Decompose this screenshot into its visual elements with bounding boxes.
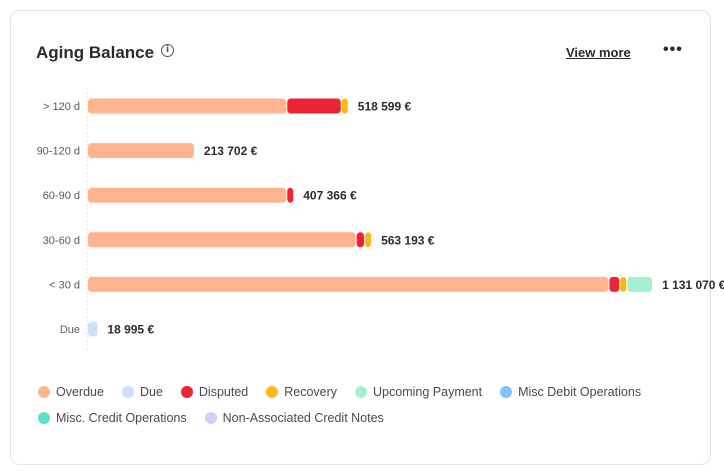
legend-item-disputed[interactable]: Disputed bbox=[180, 385, 249, 399]
view-more-link[interactable]: View more bbox=[566, 45, 631, 60]
legend-label: Due bbox=[139, 385, 163, 399]
more-options-icon[interactable]: ••• bbox=[663, 41, 683, 58]
legend-label: Upcoming Payment bbox=[373, 385, 483, 399]
legend-label: Recovery bbox=[284, 385, 338, 399]
legend-dot bbox=[204, 412, 217, 424]
legend-label: Disputed bbox=[198, 385, 249, 399]
aging-balance-chart: > 120 d 518 599 € 90-120 d 213 702 € 60-90 d… bbox=[37, 88, 724, 352]
bar-recovery-4[interactable] bbox=[620, 276, 627, 292]
legend-dot bbox=[355, 386, 368, 398]
y-tick-label: > 120 d bbox=[43, 101, 80, 113]
bar-recovery-3[interactable] bbox=[365, 232, 372, 248]
bar-overdue-0[interactable] bbox=[88, 98, 287, 114]
bar-upcoming-payment-4[interactable] bbox=[627, 276, 653, 292]
y-tick-label: Due bbox=[60, 324, 80, 336]
legend-item-recovery[interactable]: Recovery bbox=[266, 385, 337, 399]
legend-label: Overdue bbox=[56, 385, 104, 399]
legend-label: Misc Debit Operations bbox=[518, 385, 642, 399]
legend-dot bbox=[121, 386, 134, 398]
y-tick-label: 30-60 d bbox=[43, 235, 80, 247]
legend-label: Misc. Credit Operations bbox=[56, 411, 187, 425]
legend-item-due[interactable]: Due bbox=[121, 385, 163, 399]
bar-total-label: 518 599 € bbox=[358, 100, 412, 114]
bar-disputed-4[interactable] bbox=[609, 276, 620, 292]
bar-total-label: 407 366 € bbox=[303, 189, 357, 203]
chart-legend: Overdue Due Disputed Recovery Upcoming Payme… bbox=[38, 380, 698, 432]
info-icon[interactable]: i bbox=[161, 44, 174, 57]
legend-dot bbox=[180, 386, 193, 398]
legend-item-misc-credit-operations[interactable]: Misc. Credit Operations bbox=[38, 411, 187, 425]
y-tick-label: 90-120 d bbox=[37, 146, 80, 158]
legend-item-misc-debit-operations[interactable]: Misc Debit Operations bbox=[500, 385, 641, 399]
legend-row-2: Misc. Credit Operations Non-Associated Cr… bbox=[38, 406, 698, 430]
bar-total-label: 18 995 € bbox=[107, 323, 154, 337]
legend-label: Non-Associated Credit Notes bbox=[222, 411, 384, 425]
legend-row-1: Overdue Due Disputed Recovery Upcoming Payme… bbox=[38, 380, 698, 404]
bar-overdue-2[interactable] bbox=[88, 187, 287, 203]
y-tick-label: < 30 d bbox=[49, 279, 80, 291]
legend-dot bbox=[266, 386, 279, 398]
legend-item-upcoming-payment[interactable]: Upcoming Payment bbox=[355, 385, 482, 399]
y-tick-label: 60-90 d bbox=[43, 190, 80, 202]
bar-due-5[interactable] bbox=[88, 321, 98, 337]
bar-recovery-0[interactable] bbox=[341, 98, 348, 114]
bar-disputed-0[interactable] bbox=[287, 98, 341, 114]
legend-dot bbox=[500, 386, 513, 398]
card-title: Aging Balance bbox=[36, 43, 155, 62]
legend-dot bbox=[38, 412, 50, 424]
bar-total-label: 213 702 € bbox=[204, 144, 258, 158]
legend-item-non-associated-credit-notes[interactable]: Non-Associated Credit Notes bbox=[204, 411, 384, 425]
bar-total-label: 563 193 € bbox=[381, 233, 435, 247]
bar-disputed-3[interactable] bbox=[356, 232, 365, 248]
bar-overdue-1[interactable] bbox=[88, 143, 194, 159]
bar-disputed-2[interactable] bbox=[287, 187, 294, 203]
bar-total-label: 1 131 070 € bbox=[662, 278, 724, 292]
legend-item-overdue[interactable]: Overdue bbox=[38, 385, 104, 399]
bar-overdue-3[interactable] bbox=[88, 232, 356, 248]
legend-dot bbox=[38, 386, 50, 398]
bar-overdue-4[interactable] bbox=[88, 276, 609, 292]
